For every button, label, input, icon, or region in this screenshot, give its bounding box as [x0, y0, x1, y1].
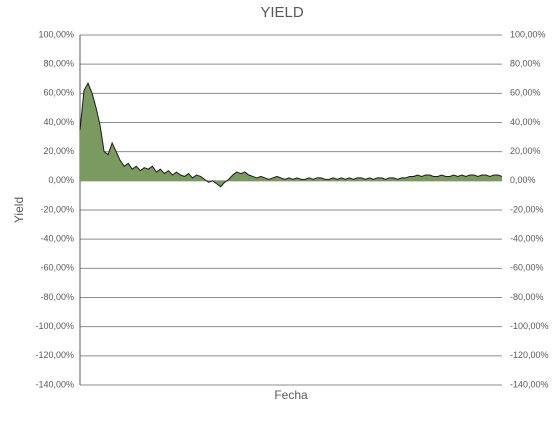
chart-title: YIELD [260, 4, 304, 21]
y-axis-label: Yield [12, 197, 26, 223]
y2-tick-label: 40,00% [510, 117, 541, 127]
y-tick-label: 60,00% [43, 88, 74, 98]
y2-tick-label: 100,00% [510, 29, 546, 39]
y2-tick-label: -100,00% [510, 321, 549, 331]
y-tick-label: 0,00% [48, 175, 74, 185]
y2-tick-label: -120,00% [510, 350, 549, 360]
y-tick-label: -60,00% [40, 263, 74, 273]
y-tick-label: -100,00% [35, 321, 74, 331]
y-tick-label: 40,00% [43, 117, 74, 127]
line [79, 81, 503, 188]
y2-tick-label: -140,00% [510, 379, 549, 389]
x-axis-label: Fecha [274, 388, 308, 402]
y2-tick-label: 80,00% [510, 59, 541, 69]
y-tick-label: -120,00% [35, 350, 74, 360]
y2-tick-label: -80,00% [510, 292, 544, 302]
y2-tick-label: -60,00% [510, 263, 544, 273]
y2-tick-label: 0,00% [510, 175, 536, 185]
y2-tick-label: -40,00% [510, 234, 544, 244]
y-tick-label: -80,00% [40, 292, 74, 302]
y-tick-label: 20,00% [43, 146, 74, 156]
y-tick-label: -40,00% [40, 234, 74, 244]
y2-tick-label: 20,00% [510, 146, 541, 156]
y2-tick-label: 60,00% [510, 88, 541, 98]
y-tick-label: -140,00% [35, 379, 74, 389]
y-tick-label: 100,00% [38, 29, 74, 39]
area [80, 83, 502, 187]
y-tick-label: 80,00% [43, 59, 74, 69]
y2-tick-label: -20,00% [510, 204, 544, 214]
y-tick-label: -20,00% [40, 204, 74, 214]
